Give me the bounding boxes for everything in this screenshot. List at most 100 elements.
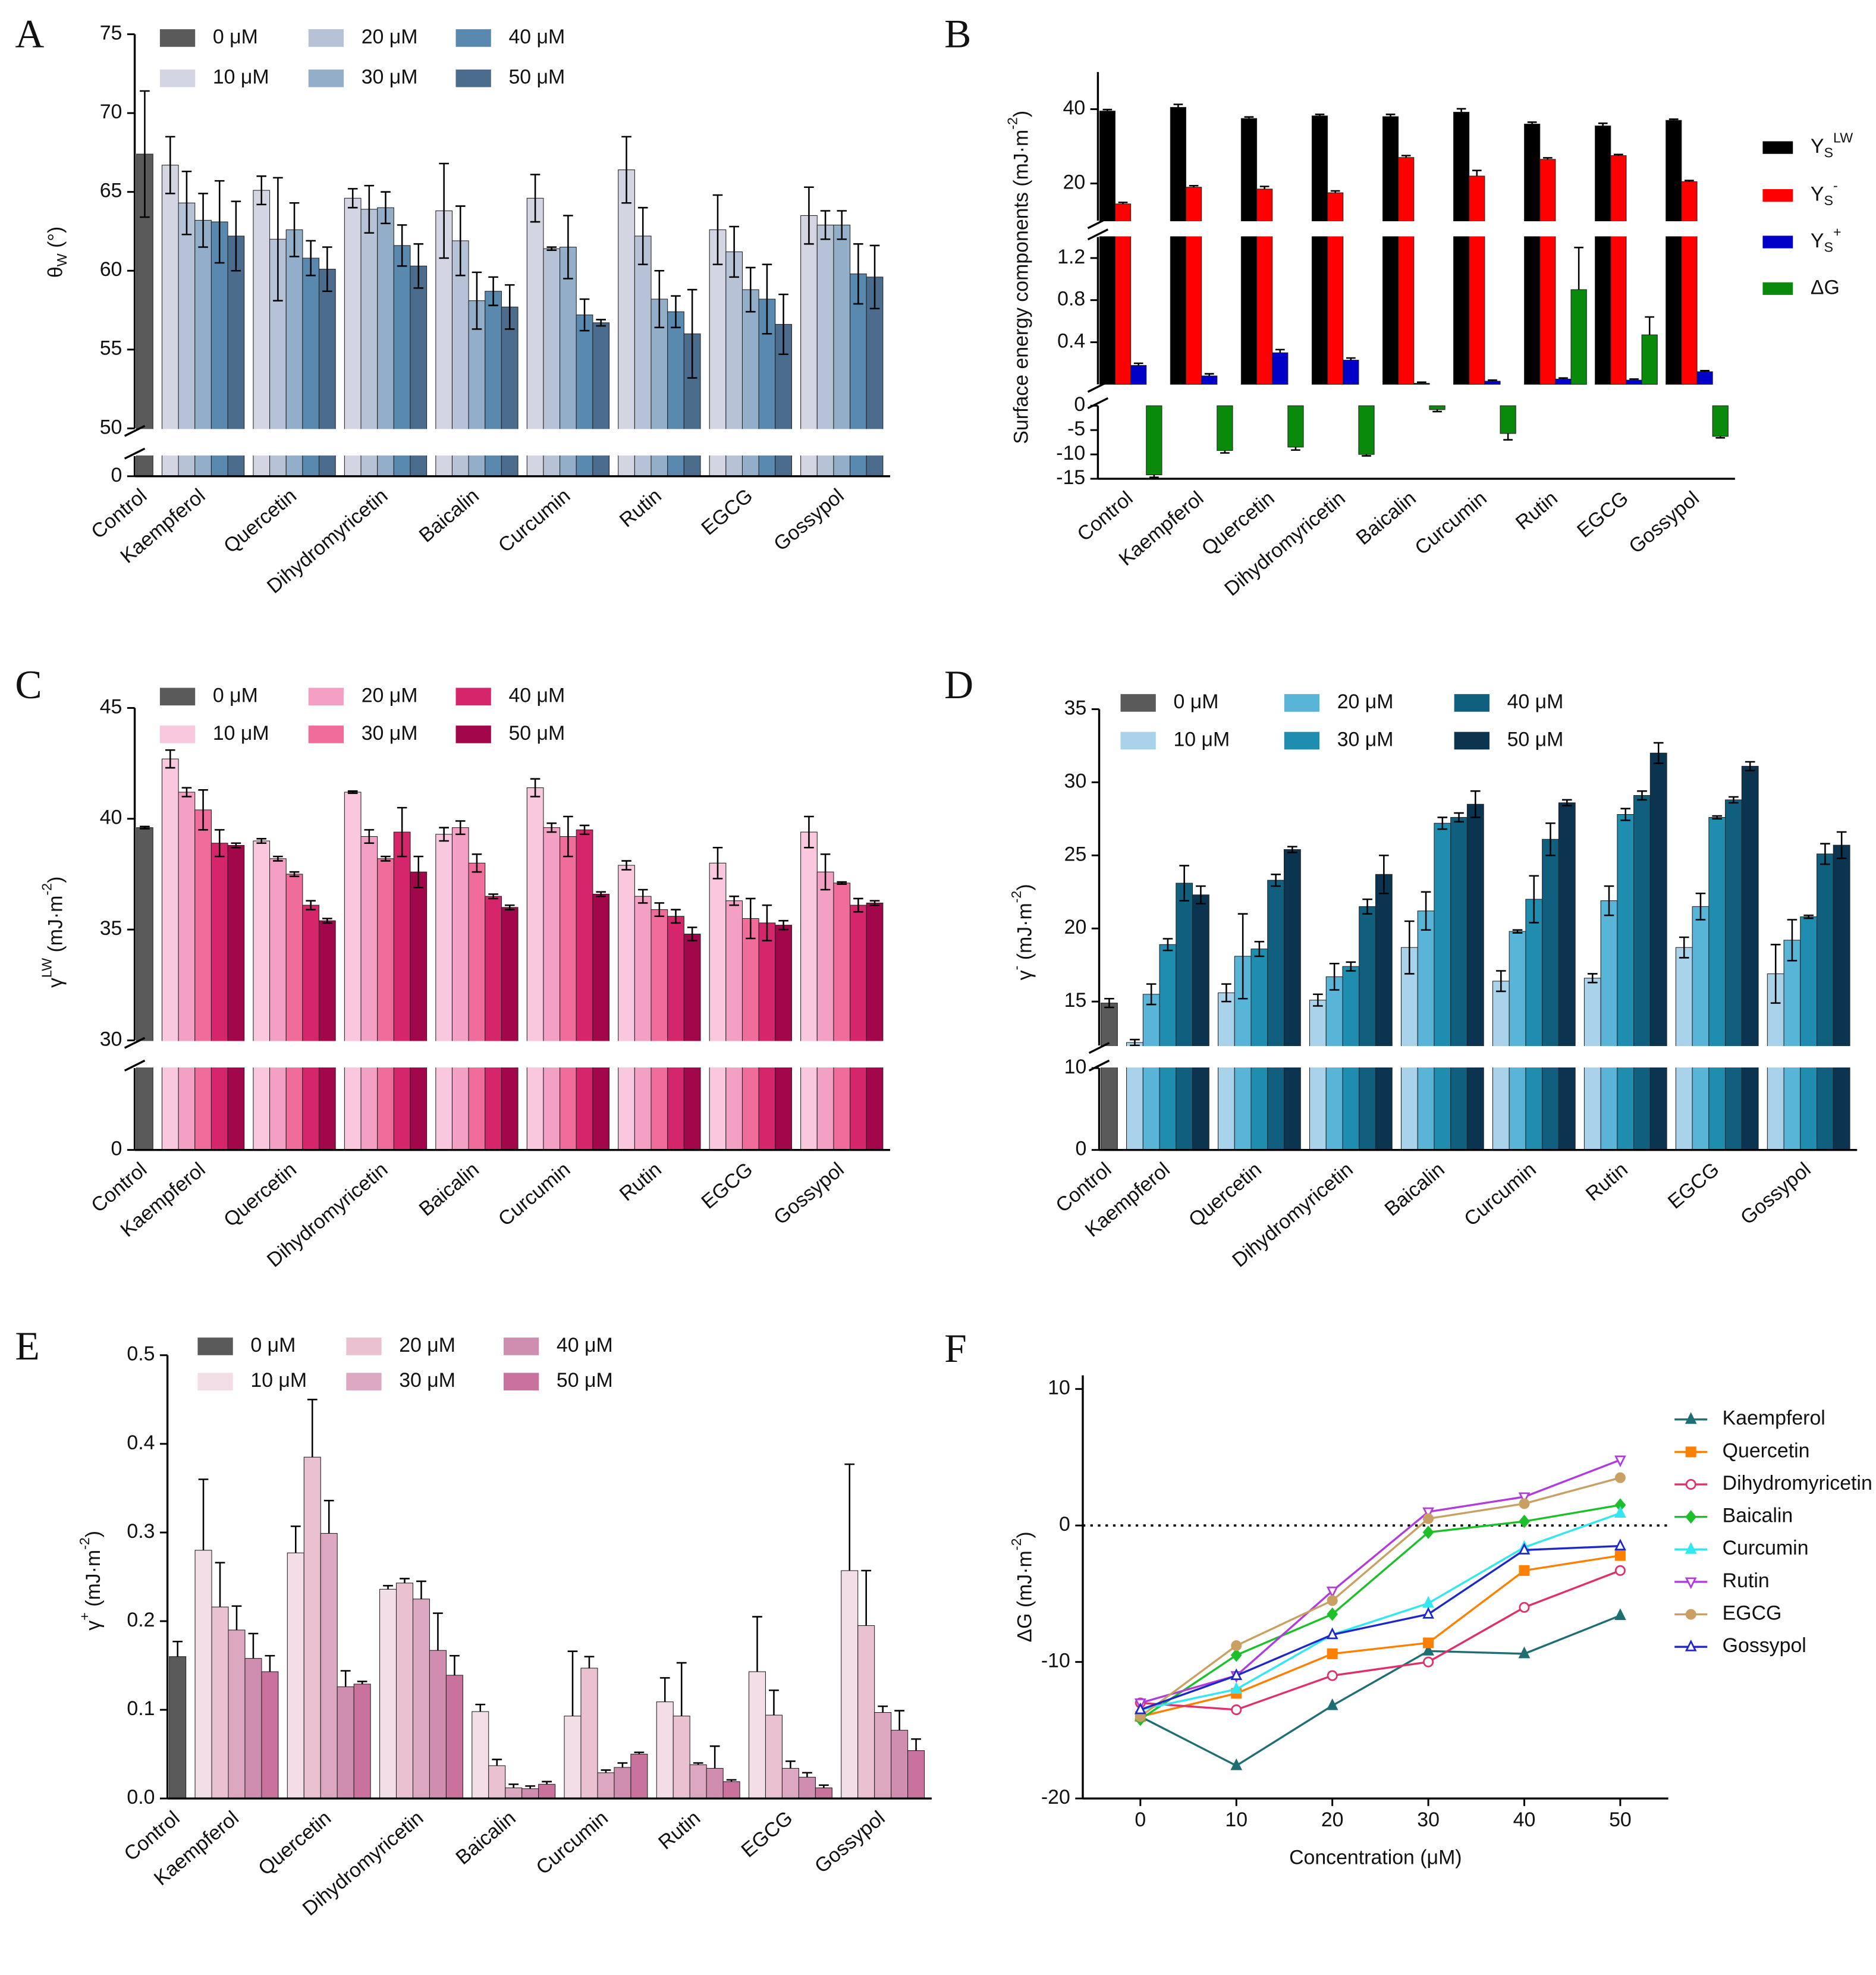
line [1140, 1512, 1621, 1711]
error-bar [869, 244, 880, 310]
text-part: S [1824, 193, 1833, 208]
error-bar [488, 893, 498, 900]
error-bar [450, 1654, 460, 1675]
bar [907, 1750, 925, 1799]
error-bar [1653, 742, 1664, 764]
error-bar [596, 319, 606, 327]
x-tick-label: EGCG [697, 484, 757, 539]
bar [1240, 118, 1258, 385]
text-part: LW [39, 958, 55, 978]
bar [857, 1625, 875, 1799]
error-bar [530, 174, 541, 223]
error-bar [416, 1580, 426, 1599]
error-bar [1712, 815, 1723, 820]
bar [781, 1767, 799, 1799]
bar [1555, 378, 1572, 385]
error-bar [1472, 169, 1482, 177]
error-bar [563, 815, 573, 858]
bar [1641, 334, 1658, 385]
error-bar [265, 1654, 275, 1672]
bar [1484, 381, 1501, 385]
legend-label: 0 μM [213, 684, 258, 707]
bar [287, 1552, 304, 1799]
error-bar [853, 897, 863, 913]
error-bar [1820, 843, 1830, 865]
y-tick-label: 30 [100, 1028, 122, 1050]
error-bar [1204, 373, 1214, 376]
error-bar [712, 846, 723, 880]
legend-swatch [455, 29, 491, 47]
marker [1326, 1627, 1338, 1640]
error-bar [1244, 116, 1254, 119]
y-tick-label: 45 [100, 695, 122, 718]
bar [435, 834, 452, 1151]
text-part: + [1833, 224, 1842, 240]
legend-swatch [503, 1337, 539, 1355]
bar [706, 1767, 724, 1799]
text-part: (°) [44, 227, 67, 254]
error-bar [709, 1745, 720, 1769]
bar [1185, 187, 1202, 385]
legend-label: YS- [1811, 178, 1838, 208]
legend-label: Gossypol [1723, 1634, 1806, 1657]
legend-label: 40 μM [508, 26, 565, 48]
error-bar [1432, 409, 1442, 413]
bar [1500, 405, 1516, 434]
bar [1626, 379, 1642, 385]
bar [429, 1650, 447, 1799]
x-tick-label: Curcumin [1460, 1158, 1540, 1230]
legend-swatch [159, 29, 196, 47]
x-tick-label: Curcumin [1410, 487, 1491, 560]
marker [1614, 1565, 1626, 1576]
bar [850, 905, 867, 1151]
text-part: ΔG (mJ·m [1014, 1550, 1036, 1642]
error-bar [804, 186, 814, 245]
error-bar [172, 1641, 183, 1657]
error-bar [894, 1710, 905, 1731]
bar [741, 918, 759, 1151]
axis-break-mark [1087, 217, 1109, 241]
error-bar [878, 1705, 888, 1713]
x-tick-label: Gossypol [1624, 487, 1704, 558]
marker [1614, 1608, 1626, 1621]
error-bar [1146, 983, 1157, 1006]
error-bar [1421, 891, 1431, 931]
y-axis-label: ΔG (mJ·m-2) [1008, 1531, 1036, 1642]
error-bar [165, 136, 175, 194]
error-bar [347, 188, 358, 209]
bar [841, 1570, 859, 1799]
x-tick-label: 10 [1225, 1808, 1247, 1831]
error-bar [256, 838, 267, 844]
y-tick-label: -5 [1067, 417, 1085, 440]
marker [1685, 1577, 1697, 1590]
error-bar [1330, 190, 1340, 193]
error-bar [1542, 157, 1553, 159]
legend-label: 30 μM [399, 1369, 455, 1392]
y-tick-label: 35 [1064, 696, 1087, 719]
error-bar [726, 1779, 737, 1782]
x-tick-label: EGCG [697, 1158, 757, 1213]
bar [725, 900, 743, 1151]
y-tick-label: 0.3 [127, 1520, 155, 1543]
text-part: -2 [39, 883, 55, 896]
text-part: W [54, 253, 70, 266]
text-part: ) [1014, 1531, 1036, 1538]
line [1140, 1459, 1621, 1704]
bar [1176, 883, 1193, 1151]
error-bar [746, 897, 756, 940]
bar [1142, 994, 1160, 1151]
error-bar [671, 909, 681, 924]
error-bar [911, 1738, 922, 1751]
y-tick-label: 0.4 [1057, 329, 1085, 352]
bar [1712, 405, 1729, 437]
bar [1283, 849, 1301, 1151]
bar [1375, 874, 1393, 1151]
error-bar [654, 269, 665, 328]
bar [614, 1767, 631, 1799]
error-bar [1271, 874, 1281, 887]
legend-label: 40 μM [508, 684, 565, 707]
legend-label: 20 μM [1337, 690, 1394, 713]
x-tick-label: Curcumin [532, 1807, 612, 1879]
error-bar [861, 1569, 872, 1626]
marker [1423, 1513, 1434, 1524]
